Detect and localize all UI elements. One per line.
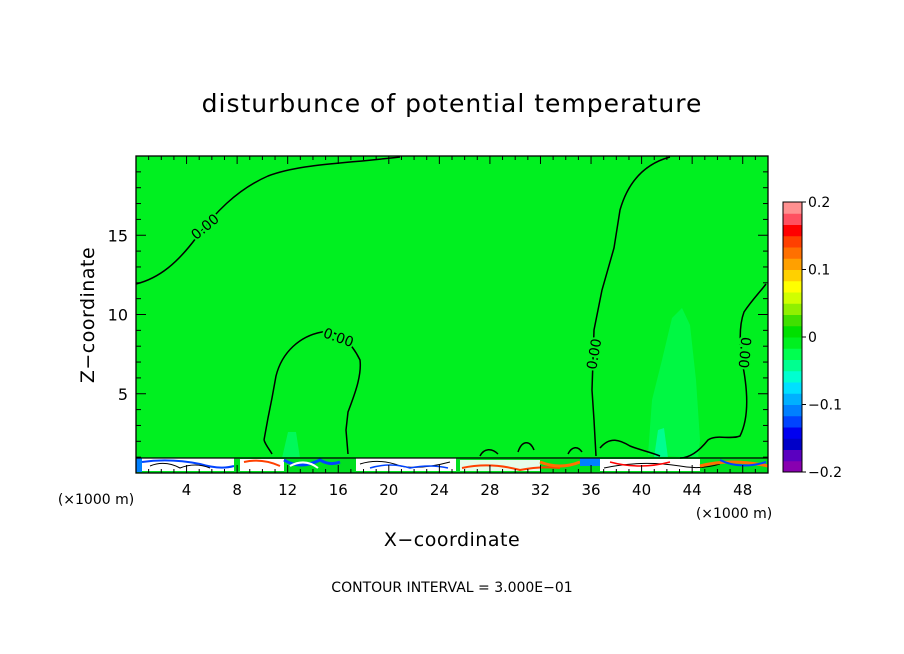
x-unit-right: (×1000 m) [696,506,772,522]
x-tick-label: 28 [480,481,499,499]
colorbar-swatch [783,449,802,462]
y-tick-label: 5 [118,385,128,404]
colorbar-swatch [783,415,802,428]
x-ticks: 4 8 12 16 20 24 28 32 36 40 44 48 [148,156,756,499]
x-tick-label: 24 [430,481,449,499]
x-tick-label: 48 [733,481,752,499]
colorbar-swatch [783,269,802,282]
zero-contour [591,156,671,457]
colorbar-swatch [783,314,802,327]
colorbar-swatch [783,404,802,417]
colorbar-swatch [783,393,802,405]
colorbar-tick-label: −0.1 [808,398,842,414]
x-tick-label: 12 [278,481,297,499]
negative-anomaly-plume [282,432,300,458]
colorbar-swatch [783,382,802,394]
colorbar-swatch [783,337,802,349]
zero-contour [567,447,583,455]
colorbar-swatch [783,325,802,338]
x-tick-label: 4 [182,481,192,499]
x-axis-label: X−coordinate [384,529,520,551]
zero-contour [479,449,499,457]
y-axis-label: Z−coordinate [77,247,99,383]
x-tick-label: 36 [581,481,600,499]
colorbar-swatch [783,370,802,383]
x-tick-label: 32 [531,481,550,499]
x-tick-label: 40 [632,481,651,499]
colorbar-swatch [783,348,802,360]
colorbar-swatch [783,359,802,372]
zero-contour [263,439,273,455]
y-tick-label: 15 [108,226,128,245]
colorbar-swatch [783,224,802,237]
colorbar-swatch [783,258,802,270]
colorbar-tick-label: 0.2 [808,195,830,211]
zero-contour [517,442,535,453]
colorbar-swatch [783,427,802,439]
colorbar-tick-label: −0.2 [808,465,842,481]
contour-label: 0.00 [735,336,754,368]
colorbar-tick-label: 0.1 [808,263,830,279]
chart-title: disturbunce of potential temperature [202,89,703,118]
colorbar-swatch [783,213,802,225]
zero-contour [679,283,767,459]
contour-interval: CONTOUR INTERVAL = 3.000E−01 [331,580,572,596]
x-tick-label: 8 [232,481,242,499]
colorbar-swatch [783,202,802,214]
colorbar: 0.2 0.1 0 −0.1 −0.2 [782,195,842,481]
colorbar-swatch [783,438,802,450]
y-ticks: 5 10 15 [108,171,768,458]
zero-contour [263,331,362,455]
colorbar-swatch [783,303,802,315]
y-tick-label: 10 [108,306,128,325]
colorbar-swatch [783,292,802,304]
zero-contour [135,156,401,285]
colorbar-tick-label: 0 [808,330,817,346]
colorbar-swatch [783,460,802,473]
negative-anomaly-plume [648,308,700,458]
x-unit-left: (×1000 m) [58,492,134,508]
x-tick-label: 16 [329,481,348,499]
negative-anomaly-plume [654,428,668,458]
colorbar-swatch [783,280,802,293]
zero-contour [599,439,661,457]
boundary-layer [136,457,769,473]
colorbar-swatch [783,235,802,248]
colorbar-swatch [783,247,802,259]
x-tick-label: 44 [683,481,702,499]
x-tick-label: 20 [379,481,398,499]
